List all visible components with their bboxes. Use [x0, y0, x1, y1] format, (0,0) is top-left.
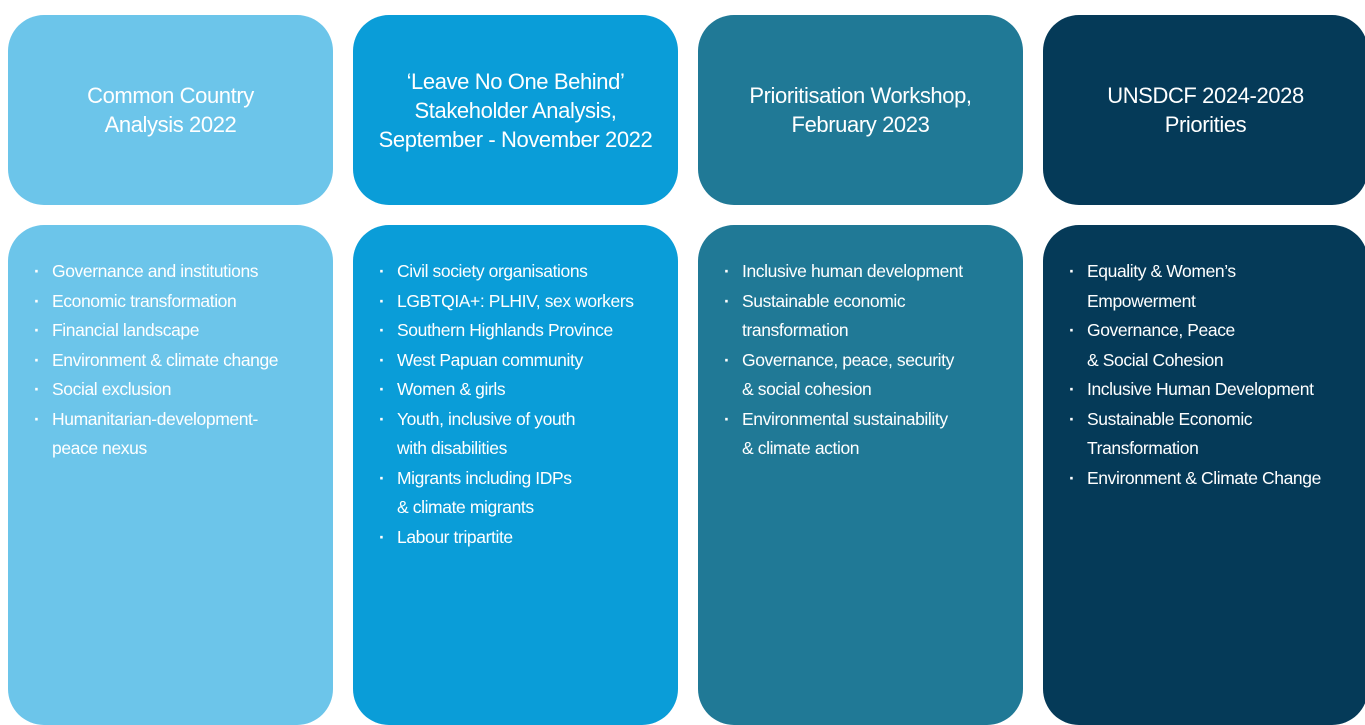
column: Prioritisation Workshop, February 2023 Inc… [698, 0, 1023, 725]
column: ‘Leave No One Behind’ Stakeholder Analysi… [353, 0, 678, 725]
item-line: Economic transformation [52, 290, 237, 311]
item-line: Environment & climate change [52, 349, 279, 370]
header-line: Priorities [1164, 112, 1247, 137]
header-line: ‘Leave No One Behind’ [406, 68, 625, 94]
list-item: Inclusive human development [698, 257, 1023, 287]
list-item: Environment & climate change [8, 346, 333, 376]
list-item: Sustainable Economic Transformation [1043, 405, 1365, 464]
item-line: peace nexus [52, 438, 147, 458]
list-item: Inclusive Human Development [1043, 375, 1365, 405]
item-line: Environment & Climate Change [1087, 467, 1321, 488]
item-line: Financial landscape [52, 320, 200, 340]
column-header: Prioritisation Workshop, February 2023 [698, 15, 1023, 205]
list-item: Governance, Peace & Social Cohesion [1043, 316, 1365, 375]
item-line: Equality & Women’s [1087, 261, 1236, 281]
column-body: Governance and institutions Economic tran… [8, 225, 333, 725]
column-body: Civil society organisations LGBTQIA+: PLH… [353, 225, 678, 725]
page: Common Country Analysis 2022 Governance an… [0, 0, 1365, 686]
list-item: Humanitarian-development-peace nexus [8, 405, 333, 464]
item-line: & climate migrants [397, 497, 534, 517]
item-line: Transformation [1087, 438, 1199, 458]
item-line: Governance and institutions [52, 261, 259, 281]
list-item: Sustainable economic transformation [698, 287, 1023, 346]
item-line: West Papuan community [397, 349, 583, 370]
header-line: Prioritisation Workshop, [749, 83, 972, 108]
item-line: Sustainable economic [742, 290, 906, 311]
list-item: Financial landscape [8, 316, 333, 346]
item-line: Labour tripartite [397, 526, 513, 547]
list-item: Environmental sustainability & climate ac… [698, 405, 1023, 464]
list-item: Environment & Climate Change [1043, 464, 1365, 494]
item-line: Migrants including IDPs [397, 467, 572, 488]
item-line: Southern Highlands Province [397, 320, 613, 340]
item-line: Governance, Peace [1087, 320, 1235, 340]
item-line: & social cohesion [742, 379, 872, 399]
item-line: & climate action [742, 438, 860, 458]
item-line: Governance, peace, security [742, 349, 954, 370]
item-line: Women & girls [397, 379, 506, 399]
column-body: Inclusive human development Sustainable e… [698, 225, 1023, 725]
item-line: Empowerment [1087, 290, 1196, 311]
column: Common Country Analysis 2022 Governance an… [8, 0, 333, 725]
item-line: with disabilities [397, 438, 507, 458]
list-item: Governance, peace, security & social cohe… [698, 346, 1023, 405]
list-item: Governance and institutions [8, 257, 333, 287]
list-item: Equality & Women’s Empowerment [1043, 257, 1365, 316]
item-line: transformation [742, 320, 849, 340]
column: UNSDCF 2024-2028 Priorities Equality & Wom… [1043, 0, 1365, 725]
column-header: ‘Leave No One Behind’ Stakeholder Analysi… [353, 15, 678, 205]
header-line: Stakeholder Analysis, [414, 97, 617, 123]
list-item: Social exclusion [8, 375, 333, 405]
list-item: West Papuan community [353, 346, 678, 376]
header-line: UNSDCF 2024-2028 [1107, 83, 1304, 108]
list-item: Migrants including IDPs & climate migrant… [353, 464, 678, 523]
list-item: LGBTQIA+: PLHIV, sex workers [353, 287, 678, 317]
item-line: Social exclusion [52, 379, 172, 399]
list-item: Youth, inclusive of youth with disabiliti… [353, 405, 678, 464]
item-line: Humanitarian-development- [52, 408, 258, 429]
list-item: Southern Highlands Province [353, 316, 678, 346]
header-line: Analysis 2022 [104, 112, 237, 137]
list-item: Women & girls [353, 375, 678, 405]
header-line: February 2023 [791, 112, 930, 137]
column-header: UNSDCF 2024-2028 Priorities [1043, 15, 1365, 205]
item-line: Environmental sustainability [742, 408, 948, 429]
list-item: Economic transformation [8, 287, 333, 317]
column-header: Common Country Analysis 2022 [8, 15, 333, 205]
item-line: Inclusive Human Development [1087, 379, 1314, 399]
item-line: Inclusive human development [742, 261, 963, 281]
item-line: Youth, inclusive of youth [397, 408, 576, 429]
header-line: September - November 2022 [378, 126, 653, 152]
list-item: Civil society organisations [353, 257, 678, 287]
item-line: LGBTQIA+: PLHIV, sex workers [397, 290, 634, 311]
item-line: Civil society organisations [397, 261, 588, 281]
item-line: & Social Cohesion [1087, 349, 1224, 370]
list-item: Labour tripartite [353, 523, 678, 553]
header-line: Common Country [87, 83, 254, 108]
column-body: Equality & Women’s Empowerment Governance,… [1043, 225, 1365, 725]
item-line: Sustainable Economic [1087, 408, 1253, 429]
